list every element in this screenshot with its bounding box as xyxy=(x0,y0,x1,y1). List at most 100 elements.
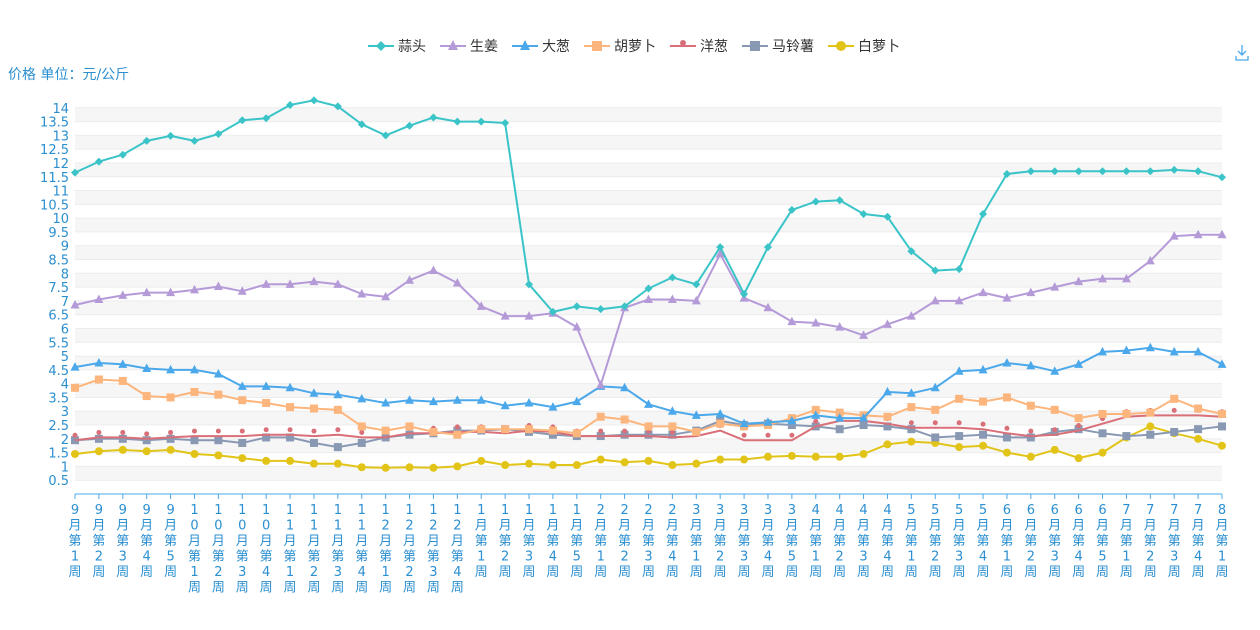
data-point xyxy=(598,428,604,434)
legend-item-3[interactable]: 胡萝卜 xyxy=(584,36,656,56)
data-point xyxy=(405,275,415,284)
data-point xyxy=(70,300,80,309)
data-point xyxy=(381,463,390,472)
data-point xyxy=(1026,433,1035,442)
data-point xyxy=(620,458,629,467)
data-point xyxy=(309,388,319,397)
data-point xyxy=(1098,167,1107,176)
data-point xyxy=(238,396,247,405)
data-point xyxy=(907,437,916,446)
data-point xyxy=(453,430,462,439)
data-point xyxy=(168,429,174,435)
data-point xyxy=(429,113,438,122)
data-point xyxy=(692,459,701,468)
legend-label: 马铃薯 xyxy=(772,39,814,55)
data-point xyxy=(1171,407,1177,413)
data-point xyxy=(740,290,749,298)
x-tick-label: 7 月第 2 周 xyxy=(1144,503,1157,580)
x-tick-label: 3 月第 5 周 xyxy=(785,503,798,580)
x-tick-label: 6 月第 3 周 xyxy=(1048,503,1061,580)
legend-item-1[interactable]: 生姜 xyxy=(440,36,498,56)
data-point xyxy=(476,395,486,404)
data-point xyxy=(715,409,725,418)
data-point xyxy=(1121,345,1131,355)
data-point xyxy=(955,432,964,441)
data-point xyxy=(1218,410,1226,418)
legend-item-4[interactable]: 洋葱 xyxy=(670,36,728,56)
legend-item-0[interactable]: 蒜头 xyxy=(368,36,426,56)
x-tick-label: 4 月第 4 周 xyxy=(881,503,894,580)
data-point xyxy=(453,117,462,126)
data-point xyxy=(930,382,940,392)
data-point xyxy=(668,273,677,282)
data-point xyxy=(1074,454,1083,463)
x-tick-label: 3 月第 1 周 xyxy=(690,503,703,580)
y-tick-label: 10.5 xyxy=(40,198,69,213)
data-point xyxy=(118,150,127,159)
data-point xyxy=(596,380,606,389)
data-point xyxy=(1098,448,1107,457)
data-point xyxy=(142,363,152,372)
data-point xyxy=(907,403,916,412)
data-point xyxy=(333,459,342,468)
data-point xyxy=(596,455,605,464)
legend-item-2[interactable]: 大葱 xyxy=(512,36,570,56)
data-point xyxy=(120,429,126,435)
data-point xyxy=(262,114,271,123)
data-point xyxy=(1193,346,1203,356)
data-point xyxy=(287,427,293,433)
y-tick-label: 4 xyxy=(61,378,69,393)
download-icon[interactable] xyxy=(1234,44,1250,62)
data-point xyxy=(882,319,892,328)
data-point xyxy=(548,426,557,435)
data-point xyxy=(548,430,557,439)
data-point xyxy=(740,455,749,464)
data-point xyxy=(1050,405,1059,414)
legend-item-6[interactable]: 白萝卜 xyxy=(828,36,900,56)
data-point xyxy=(596,412,605,421)
data-point xyxy=(955,443,964,452)
data-point xyxy=(667,294,677,304)
x-tick-label: 5 月第 1 周 xyxy=(905,503,918,580)
x-tick-label: 1 1 月第 4 周 xyxy=(355,503,368,596)
data-point xyxy=(189,364,199,374)
data-point xyxy=(142,436,151,445)
x-tick-label: 1 月第 1 周 xyxy=(475,503,488,580)
data-point xyxy=(1026,452,1035,461)
y-tick-label: 9 xyxy=(61,240,69,255)
data-point xyxy=(262,433,271,442)
data-point xyxy=(286,456,295,465)
data-point xyxy=(166,287,176,297)
data-point xyxy=(1050,282,1060,291)
data-point xyxy=(1098,346,1108,356)
data-point xyxy=(335,427,341,433)
data-point xyxy=(190,450,199,458)
data-point xyxy=(622,428,628,434)
data-point xyxy=(1170,394,1179,403)
data-point xyxy=(1194,425,1203,434)
data-point xyxy=(620,430,629,439)
data-point xyxy=(477,117,486,126)
x-tick-label: 6 月第 1 周 xyxy=(1000,503,1013,580)
data-point xyxy=(979,210,988,218)
legend-item-5[interactable]: 马铃薯 xyxy=(742,36,814,56)
data-point xyxy=(644,294,653,304)
data-point xyxy=(71,450,79,458)
legend-label: 蒜头 xyxy=(398,39,426,55)
data-point xyxy=(501,461,510,470)
y-tick-label: 6.5 xyxy=(48,309,69,324)
data-point xyxy=(859,210,868,218)
data-point xyxy=(811,405,820,414)
data-point xyxy=(811,317,821,327)
data-point xyxy=(190,136,199,145)
data-point xyxy=(118,445,127,454)
data-point xyxy=(668,461,677,470)
data-point xyxy=(716,243,725,252)
data-point xyxy=(715,249,725,258)
data-point xyxy=(1076,423,1082,429)
data-point xyxy=(500,311,510,320)
data-point xyxy=(667,406,677,415)
data-point xyxy=(1050,366,1060,375)
data-point xyxy=(930,295,940,305)
data-point xyxy=(309,438,318,447)
